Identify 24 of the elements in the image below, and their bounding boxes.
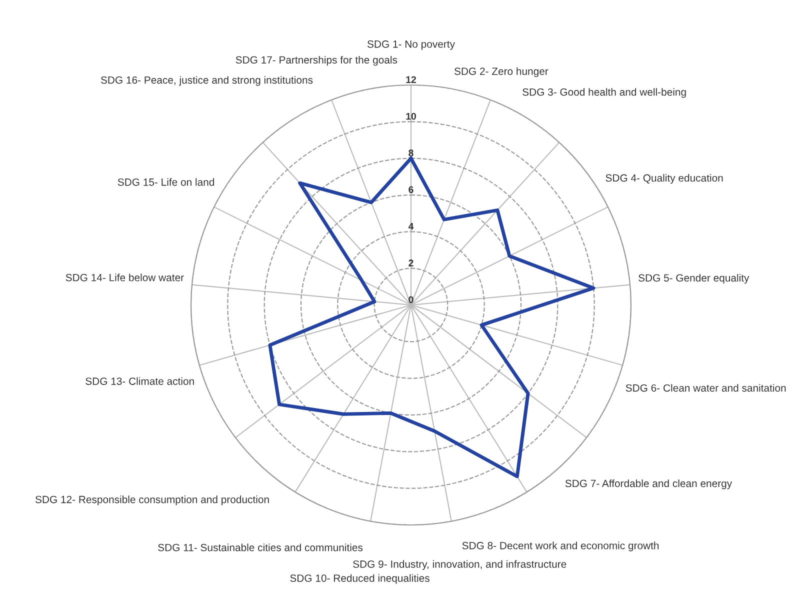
- y-tick-label: 2: [408, 260, 414, 266]
- spoke-label: SDG 10- Reduced inequalities: [290, 574, 430, 584]
- spoke-label: SDG 17- Partnerships for the goals: [236, 56, 398, 66]
- spoke-label: SDG 11- Sustainable cities and communities: [158, 544, 363, 552]
- y-tick-label: 12: [406, 76, 416, 83]
- spoke-label: SDG 4- Quality education: [606, 174, 723, 184]
- spoke-label: SDG 5- Gender equality: [638, 274, 750, 284]
- y-tick-label: 4: [408, 222, 414, 230]
- spoke-label: SDG 15- Life on land: [118, 178, 214, 186]
- spoke-label: SDG 14- Life below water: [66, 274, 184, 282]
- spoke-label: SDG 13- Climate action: [86, 377, 194, 385]
- spoke-label: SDG 12- Responsible consumption and production: [35, 496, 269, 506]
- y-tick-label: 0: [408, 296, 414, 304]
- spoke-label: SDG 9- Industry, innovation, and infrastructure: [353, 560, 566, 570]
- spoke-label: SDG 1- No poverty: [367, 40, 455, 50]
- spoke-label: SDG 3- Good health and well-being: [522, 88, 686, 98]
- spoke-label: SDG 7- Affordable and clean energy: [565, 479, 732, 490]
- spoke-label: SDG 6- Clean water and sanitation: [626, 384, 786, 392]
- y-tick-label: 10: [406, 112, 416, 120]
- spoke-label: SDG 2- Zero hunger: [454, 67, 548, 78]
- spoke-label: SDG 8- Decent work and economic growth: [462, 542, 659, 552]
- y-tick-label: 8: [408, 150, 414, 156]
- y-tick-label: 6: [408, 186, 414, 194]
- spoke-label: SDG 16- Peace, justice and strong institutions: [100, 76, 313, 86]
